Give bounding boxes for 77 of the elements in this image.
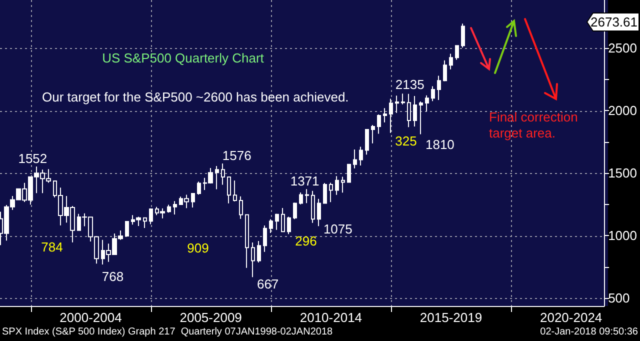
candlestick bbox=[305, 188, 309, 204]
candlestick bbox=[335, 176, 339, 196]
candlestick bbox=[149, 208, 153, 225]
candlestick bbox=[455, 45, 459, 60]
y-tick-label: 1500 bbox=[608, 166, 637, 180]
candlestick bbox=[341, 176, 345, 194]
candlestick bbox=[173, 200, 177, 215]
candlestick bbox=[461, 23, 465, 48]
candlestick bbox=[257, 240, 261, 263]
x-tick-label: 2010-2014 bbox=[300, 310, 362, 325]
annotation: 909 bbox=[187, 240, 209, 256]
annotation: 1810 bbox=[425, 136, 454, 152]
annotation: 1552 bbox=[18, 151, 48, 166]
candlestick bbox=[359, 146, 363, 166]
y-tick-label: 500 bbox=[608, 290, 630, 306]
annotation: 784 bbox=[41, 240, 63, 254]
candlestick bbox=[323, 182, 327, 204]
candlestick bbox=[143, 217, 147, 228]
candlestick bbox=[233, 180, 237, 202]
annotation: 2673.61 bbox=[590, 14, 638, 30]
y-tick-label: 2000 bbox=[608, 103, 637, 118]
candlestick bbox=[197, 181, 201, 196]
candlestick bbox=[443, 60, 447, 82]
annotation: 1371 bbox=[290, 174, 320, 189]
candlestick bbox=[275, 213, 279, 230]
candlestick bbox=[281, 208, 285, 232]
candlestick bbox=[353, 149, 357, 169]
candlestick bbox=[191, 192, 195, 208]
candlestick bbox=[401, 93, 405, 105]
annotation: 325 bbox=[395, 134, 417, 148]
annotation: 768 bbox=[102, 269, 124, 284]
candlestick bbox=[365, 128, 369, 156]
candlestick bbox=[395, 95, 399, 114]
candlestick bbox=[221, 163, 225, 186]
candlestick bbox=[245, 214, 249, 268]
candlestick bbox=[293, 202, 297, 220]
candlestick bbox=[167, 204, 171, 214]
candlestick bbox=[251, 242, 255, 278]
x-tick-label: 2015-2019 bbox=[420, 310, 482, 325]
candlestick bbox=[431, 86, 435, 102]
annotation: 296 bbox=[295, 234, 317, 248]
text: 02-Jan-2018 09:50:36 bbox=[540, 326, 638, 338]
x-tick-label: 2000-2004 bbox=[60, 310, 122, 325]
candlestick bbox=[227, 176, 231, 204]
candlestick bbox=[329, 182, 333, 203]
candlestick bbox=[419, 101, 423, 135]
y-tick-label: 1000 bbox=[608, 228, 637, 243]
candlestick bbox=[263, 225, 267, 252]
annotation: 667 bbox=[256, 276, 279, 292]
candlestick bbox=[425, 94, 429, 112]
candlestick bbox=[413, 96, 417, 127]
x-tick-label: 2005-2009 bbox=[180, 310, 242, 325]
candlestick bbox=[449, 53, 453, 70]
text: SPX Index (S&P 500 Index) Graph 217 Quarterly 07JAN1998-02JAN2018 bbox=[2, 326, 334, 338]
annotation: US S&P500 Quarterly Chart bbox=[102, 50, 264, 66]
annotation: Final correction target area. bbox=[489, 110, 582, 140]
candlestick bbox=[407, 93, 411, 128]
annotation: 2135 bbox=[395, 77, 424, 92]
candlestick bbox=[215, 166, 219, 190]
candlestick bbox=[287, 216, 291, 235]
candlestick bbox=[317, 198, 321, 227]
candlestick bbox=[299, 192, 303, 205]
candlestick bbox=[437, 75, 441, 100]
annotation: 1075 bbox=[323, 222, 352, 237]
annotation: 1576 bbox=[222, 148, 252, 163]
candlestick bbox=[347, 164, 351, 183]
candlestick bbox=[311, 190, 315, 224]
candlestick bbox=[269, 218, 273, 234]
candlestick bbox=[383, 108, 387, 123]
candlestick bbox=[377, 114, 381, 134]
y-tick-label: 2500 bbox=[608, 40, 637, 56]
candlestick bbox=[371, 124, 375, 144]
x-tick-label: 2020-2024 bbox=[540, 310, 602, 325]
candlestick bbox=[239, 196, 243, 220]
candlestick bbox=[389, 98, 393, 134]
annotation: Our target for the S&P500 ~2600 has been achieved. bbox=[42, 90, 349, 104]
candlestick bbox=[125, 221, 129, 236]
